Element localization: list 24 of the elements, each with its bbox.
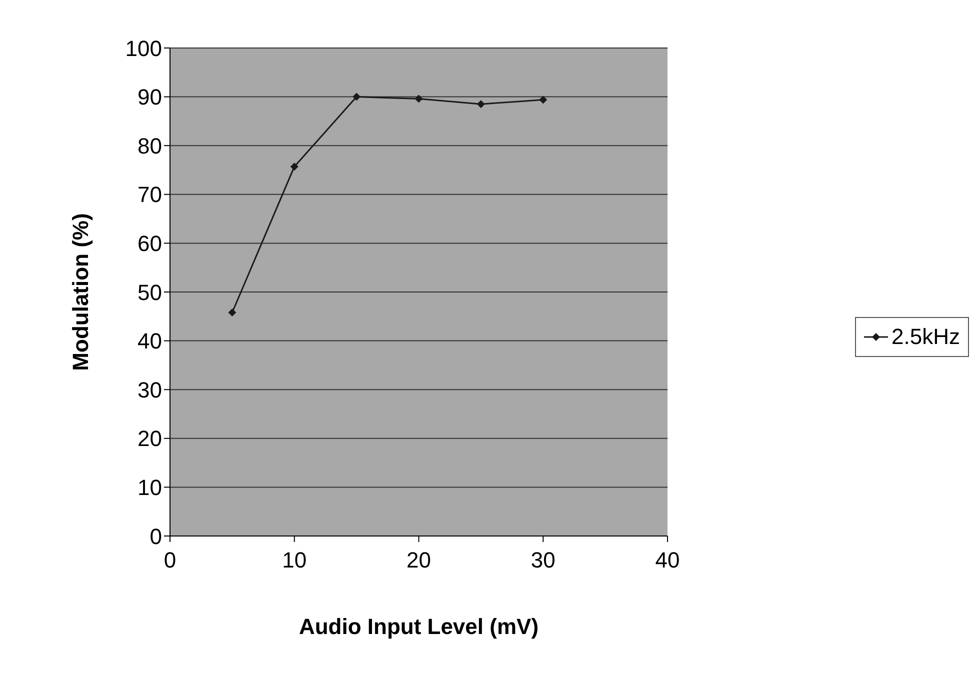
y-tick-label: 70 <box>138 182 162 208</box>
y-tick-label: 10 <box>138 475 162 500</box>
y-tick-label: 50 <box>138 280 162 305</box>
point <box>352 92 361 101</box>
x-tick-label: 20 <box>406 548 431 573</box>
x-tick-label: 30 <box>530 548 556 573</box>
y-tick-label: 30 <box>138 377 162 402</box>
x-tick-label: 10 <box>282 548 307 573</box>
legend-label: 2.5kHz <box>892 324 960 350</box>
x-axis-title: Audio Input Level (mV) <box>298 614 539 639</box>
y-tick-label: 60 <box>138 231 162 256</box>
point <box>476 100 485 108</box>
y-axis-title: Modulation (%) <box>68 213 93 371</box>
y-tick-label: 90 <box>138 84 162 110</box>
y-tick-label: 20 <box>138 426 162 452</box>
point <box>414 94 423 103</box>
point <box>228 308 236 316</box>
y-tick-label: 100 <box>125 36 162 61</box>
x-tick-label: 40 <box>655 548 680 573</box>
y-tick-label: 0 <box>150 524 162 549</box>
y-tick-label: 40 <box>138 328 162 354</box>
y-tick-label: 80 <box>138 133 162 158</box>
point <box>539 96 548 104</box>
point <box>290 162 298 171</box>
